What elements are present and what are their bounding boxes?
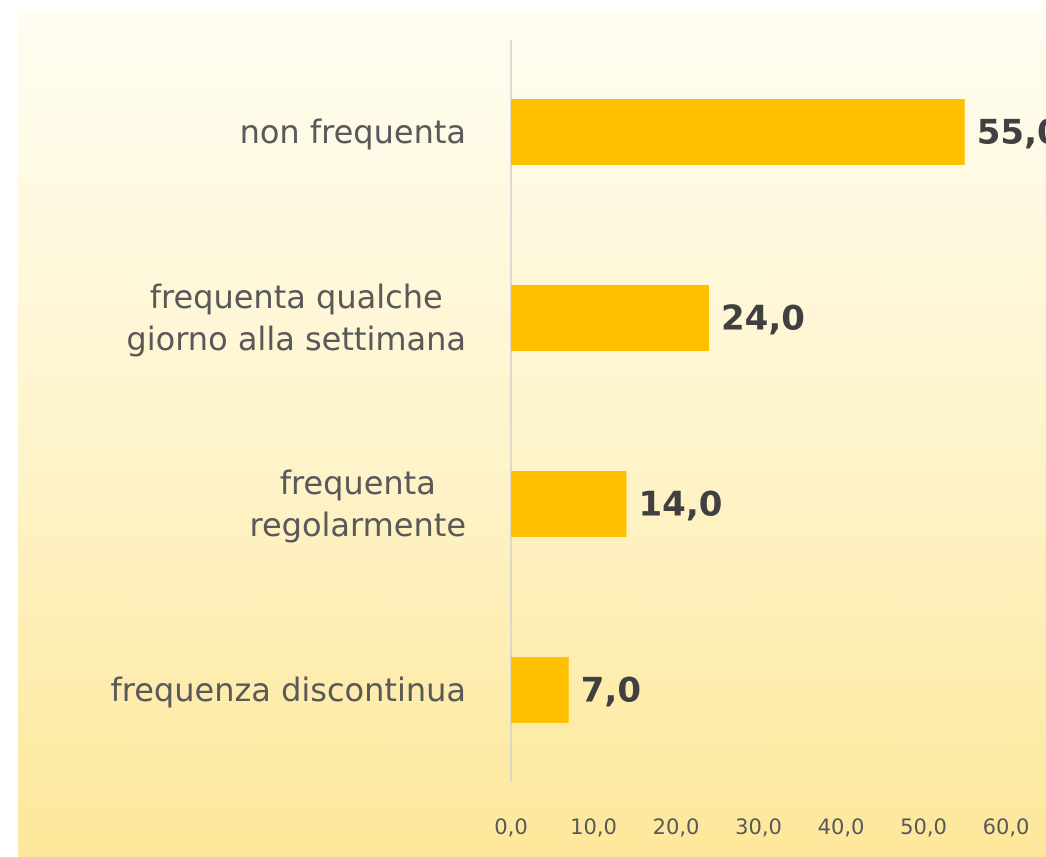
x-tick-label: 10,0 — [570, 815, 617, 839]
x-tick-label: 40,0 — [818, 815, 865, 839]
bar — [511, 657, 569, 723]
category-label: frequenta regolarmente — [249, 464, 467, 544]
x-tick-label: 60,0 — [983, 815, 1030, 839]
value-label: 14,0 — [639, 485, 723, 525]
bar — [511, 99, 965, 165]
bar — [511, 285, 709, 351]
x-tick-label: 0,0 — [494, 815, 527, 839]
value-label: 7,0 — [581, 671, 641, 711]
value-label: 24,0 — [721, 299, 805, 339]
bar — [511, 471, 627, 537]
x-tick-label: 50,0 — [900, 815, 947, 839]
category-label: non frequenta — [239, 113, 466, 151]
value-label: 55,0 — [977, 113, 1046, 153]
x-tick-label: 20,0 — [653, 815, 700, 839]
x-tick-label: 30,0 — [735, 815, 782, 839]
category-label: frequenza discontinua — [110, 671, 466, 709]
category-label: frequenta qualche giorno alla settimana — [126, 278, 466, 358]
